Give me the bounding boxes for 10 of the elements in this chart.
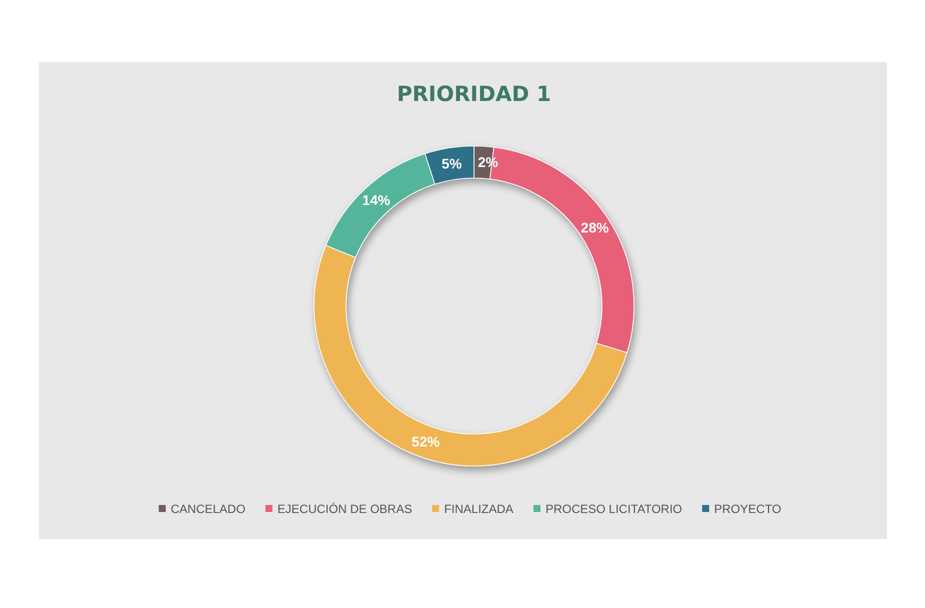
legend-label: EJECUCIÓN DE OBRAS (277, 502, 412, 516)
chart-title: PRIORIDAD 1 (396, 82, 552, 106)
data-label: 5% (442, 156, 462, 172)
legend-label: CANCELADO (170, 502, 246, 516)
legend-label: PROCESO LICITATORIO (545, 502, 682, 516)
data-label: 52% (412, 434, 440, 450)
legend-label: PROYECTO (714, 502, 782, 516)
legend-label: FINALIZADA (444, 502, 514, 516)
data-label: 14% (362, 192, 391, 208)
data-label: 28% (580, 220, 610, 236)
